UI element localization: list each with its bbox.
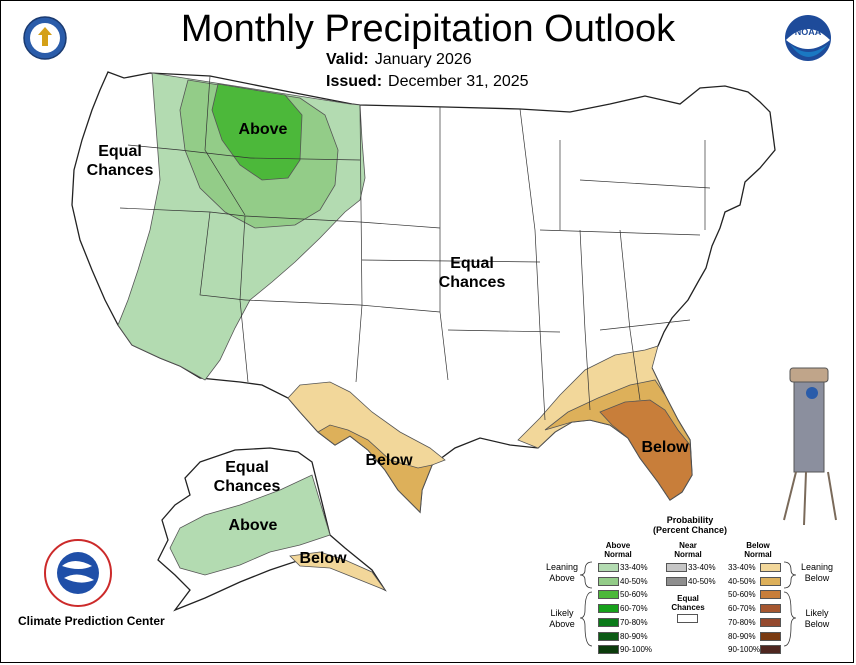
- legend-above-5-label: 80-90%: [620, 631, 648, 641]
- commerce-seal-icon: [23, 16, 67, 60]
- legend-above-6-swatch: [598, 645, 619, 655]
- label-below-texas: Below: [365, 452, 413, 469]
- legend-near-1-label: 40-50%: [688, 576, 716, 586]
- legend-above-5-swatch: [598, 631, 619, 641]
- legend-below-3-label: 60-70%: [728, 604, 756, 614]
- legend-above-2-label: 50-60%: [620, 590, 648, 600]
- label-below-alaska: Below: [299, 550, 347, 567]
- label-equal-chances-central: Equal Chances: [438, 255, 506, 291]
- legend-above-0-swatch: [598, 563, 619, 572]
- state-boundaries: [119, 75, 711, 421]
- legend-near-0-label: 33-40%: [688, 563, 716, 572]
- legend-below-header: Below Normal: [744, 541, 772, 559]
- label-above-alaska: Above: [228, 517, 278, 534]
- legend-above-0-label: 33-40%: [620, 563, 648, 572]
- legend-title: Probability: [666, 515, 714, 525]
- legend-leaning-above: Leaning Above: [545, 562, 579, 583]
- legend-above-6-label: 90-100%: [620, 645, 653, 655]
- page-title: Monthly Precipitation Outlook: [180, 8, 676, 50]
- valid-line: Valid: January 2026: [326, 51, 472, 69]
- legend-above-4-label: 70-80%: [620, 617, 648, 627]
- alaska-below-region: [289, 551, 387, 591]
- credit-text: Climate Prediction Center: [18, 614, 165, 628]
- legend-below-2-swatch: [760, 590, 781, 600]
- below-florida-core: [599, 399, 693, 501]
- legend-below-6-label: 90-100%: [728, 645, 761, 655]
- below-texas-inner: [317, 424, 433, 513]
- legend-above-1-label: 40-50%: [620, 576, 648, 586]
- svg-text:NOAA: NOAA: [795, 27, 822, 37]
- legend-above-2-swatch: [598, 590, 619, 600]
- legend-near-header: Near Normal: [674, 541, 702, 559]
- legend-below-1-swatch: [760, 576, 781, 586]
- legend-subtitle: (Percent Chance): [652, 525, 728, 535]
- legend-above-4-swatch: [598, 617, 619, 627]
- legend-above-header: Above Normal: [604, 541, 632, 559]
- legend-below-3-swatch: [760, 604, 781, 614]
- label-above-north: Above: [238, 121, 288, 138]
- label-equal-chances-west: Equal Chances: [86, 143, 154, 179]
- legend-below-2-label: 50-60%: [728, 590, 756, 600]
- nws-logo-icon: [44, 539, 112, 607]
- legend-below-4-swatch: [760, 617, 781, 627]
- legend-likely-below: Likely Below: [804, 608, 830, 629]
- valid-label: Valid:: [326, 51, 369, 68]
- legend-near-0-swatch: [666, 563, 687, 572]
- legend-above-1-swatch: [598, 576, 619, 586]
- legend-above-3-swatch: [598, 604, 619, 614]
- issued-line: Issued: December 31, 2025: [326, 73, 529, 91]
- valid-value: January 2026: [374, 51, 472, 68]
- legend-near-1-swatch: [666, 576, 687, 586]
- label-equal-chances-alaska: Equal Chances: [213, 459, 281, 495]
- legend-above-3-label: 60-70%: [620, 604, 648, 614]
- rain-gauge-icon: [783, 367, 837, 526]
- noaa-logo-icon: NOAA: [785, 15, 831, 61]
- legend-leaning-below: Leaning Below: [800, 562, 834, 583]
- legend-below-0-label: 33-40%: [728, 563, 756, 572]
- issued-value: December 31, 2025: [388, 73, 529, 90]
- legend-below-1-label: 40-50%: [728, 576, 756, 586]
- legend-likely-above: Likely Above: [549, 608, 575, 629]
- legend-below-5-label: 80-90%: [728, 631, 756, 641]
- alaska-above-region: [169, 474, 331, 576]
- legend-equal-swatch: [677, 614, 698, 623]
- legend-below-5-swatch: [760, 631, 781, 641]
- legend-below-6-swatch: [760, 645, 781, 655]
- legend-below-0-swatch: [760, 563, 781, 572]
- issued-label: Issued:: [326, 73, 383, 90]
- label-below-florida: Below: [641, 439, 689, 456]
- legend-below-4-label: 70-80%: [728, 617, 756, 627]
- legend-equal-chances: Equal Chances: [671, 594, 705, 612]
